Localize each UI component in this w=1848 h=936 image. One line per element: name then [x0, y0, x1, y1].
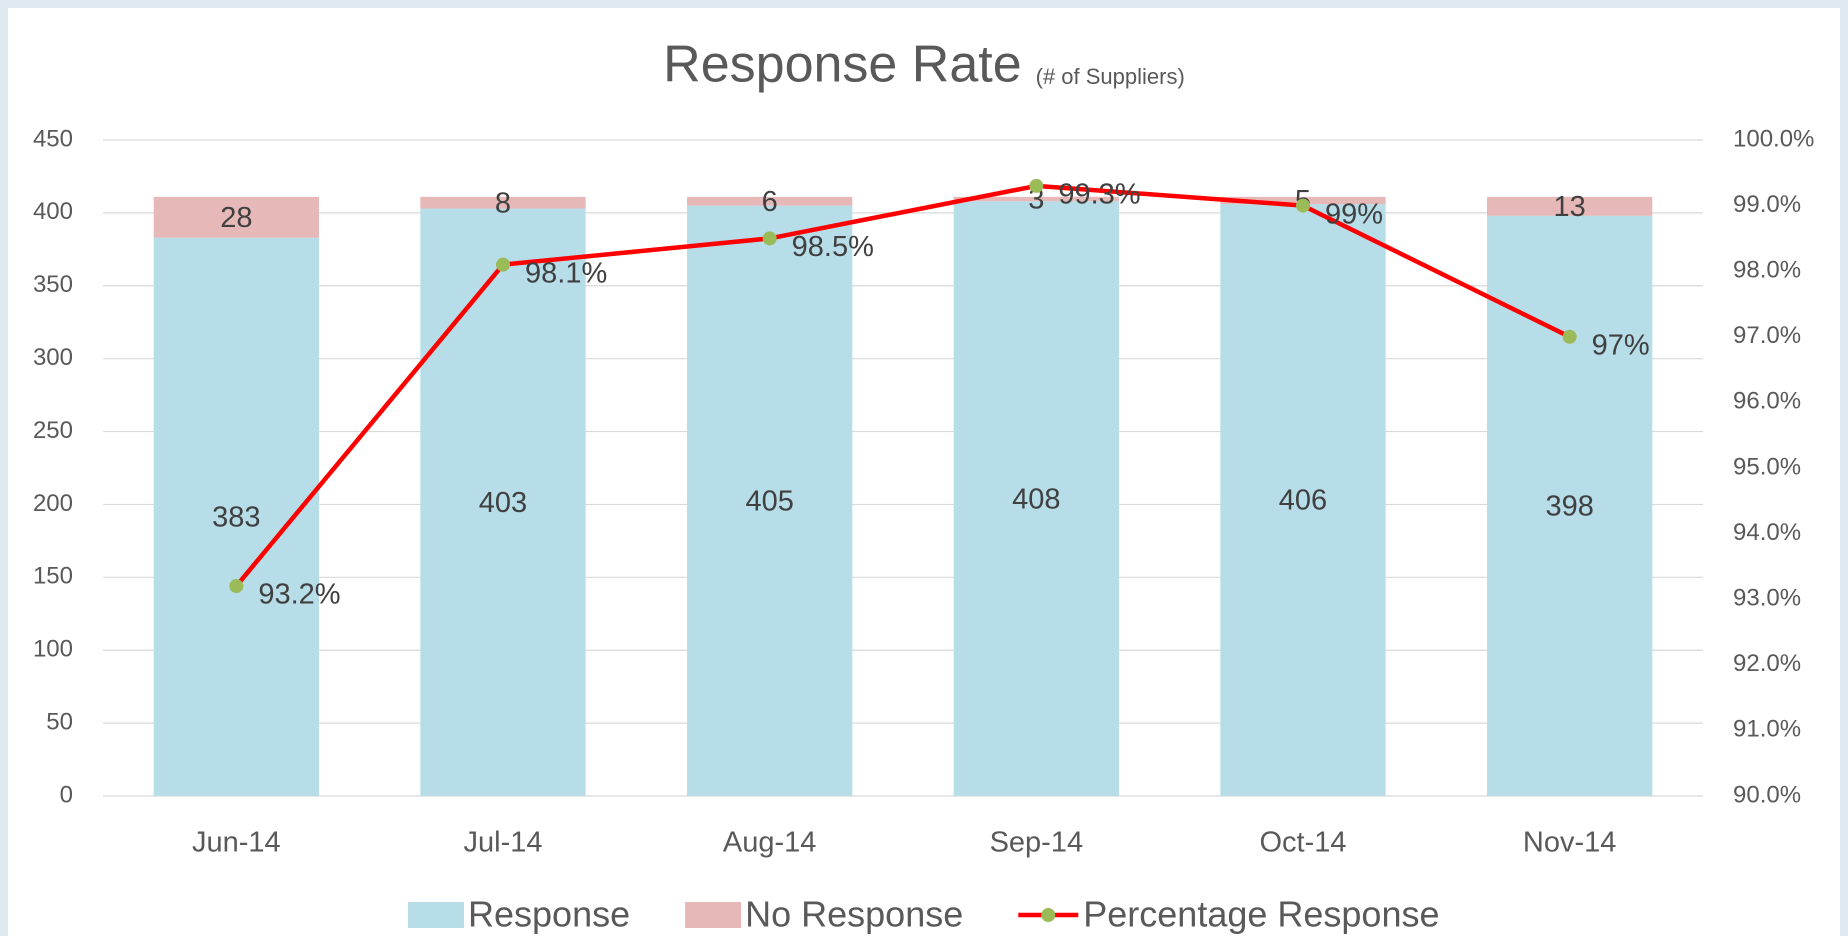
y2-tick-label: 90.0% [1733, 781, 1801, 808]
chart-subtitle: (# of Suppliers) [1036, 64, 1185, 89]
y2-tick-label: 99.0% [1733, 191, 1801, 218]
line-marker [762, 231, 777, 246]
data-label: 93.2% [258, 579, 340, 611]
y-tick-label: 50 [46, 708, 73, 735]
data-label: 8 [495, 187, 511, 219]
bar [687, 205, 853, 797]
line-marker [496, 257, 510, 272]
y-tick-label: 150 [33, 563, 73, 590]
legend-swatch [1041, 908, 1056, 922]
y2-tick-label: 100.0% [1733, 125, 1814, 152]
legend-label: No Response [745, 894, 963, 935]
data-label: 405 [745, 485, 793, 517]
data-label: 398 [1545, 491, 1593, 523]
line [234, 183, 1571, 588]
data-label: 408 [1012, 483, 1060, 515]
y-tick-label: 350 [33, 271, 73, 298]
data-label: 28 [220, 202, 252, 234]
bar [953, 201, 1119, 796]
chart-title: Response Rate [663, 36, 1021, 94]
data-label: 6 [762, 186, 778, 218]
data-label: 13 [1554, 191, 1586, 223]
y2-tick-label: 91.0% [1733, 716, 1801, 743]
bar [953, 196, 1119, 202]
legend-label: Response [468, 894, 630, 935]
x-tick-label: Jun-14 [192, 827, 281, 859]
bar [1487, 215, 1653, 796]
legend-label: Percentage Response [1083, 894, 1439, 935]
data-label: 98.1% [525, 257, 607, 289]
bar [1487, 196, 1653, 216]
y-tick-label: 250 [33, 417, 73, 444]
data-label: 406 [1279, 485, 1327, 517]
y-tick-label: 450 [33, 125, 73, 152]
data-label: 97% [1592, 329, 1650, 361]
data-label: 98.5% [792, 231, 874, 263]
bar [687, 196, 853, 206]
y2-tick-label: 94.0% [1733, 519, 1801, 546]
y-tick-label: 0 [60, 781, 73, 808]
legend-swatch [408, 902, 464, 928]
y2-tick-label: 93.0% [1733, 585, 1801, 612]
y-tick-label: 100 [33, 636, 73, 663]
y2-tick-label: 98.0% [1733, 257, 1801, 284]
y2-tick-label: 95.0% [1733, 453, 1801, 480]
legend-swatch [685, 902, 742, 928]
y2-tick-label: 96.0% [1733, 388, 1801, 415]
data-label: 383 [212, 501, 260, 533]
line-marker [1296, 198, 1310, 213]
line-marker [229, 579, 244, 594]
bar [1220, 204, 1386, 797]
line-marker [1029, 178, 1044, 193]
x-tick-label: Nov-14 [1523, 827, 1617, 859]
bar [420, 196, 586, 209]
line-marker [1562, 329, 1577, 344]
y2-tick-label: 92.0% [1733, 650, 1801, 677]
y-tick-label: 200 [33, 490, 73, 517]
y-tick-label: 300 [33, 344, 73, 371]
data-label: 3 [1028, 184, 1044, 216]
bar [153, 196, 319, 238]
x-tick-label: Oct-14 [1259, 827, 1346, 859]
x-tick-label: Aug-14 [723, 827, 817, 859]
y-tick-label: 400 [33, 198, 73, 225]
data-label: 99% [1325, 198, 1383, 230]
data-label: 99.3% [1058, 179, 1140, 211]
x-tick-label: Jul-14 [464, 827, 543, 859]
y2-tick-label: 97.0% [1733, 322, 1801, 349]
x-tick-label: Sep-14 [990, 827, 1084, 859]
data-label: 403 [479, 487, 527, 519]
bar [420, 208, 586, 796]
